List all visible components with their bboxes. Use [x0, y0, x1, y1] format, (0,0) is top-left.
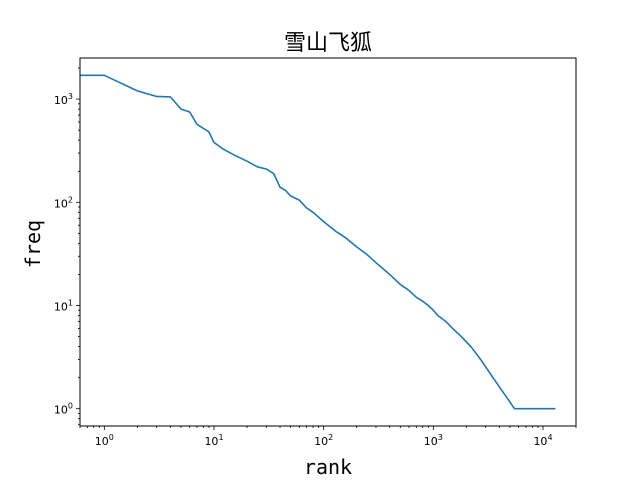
x-tick-label: 100 [95, 433, 114, 448]
x-tick-label: 102 [314, 433, 333, 448]
x-tick-label: 101 [204, 433, 223, 448]
series-line-0 [80, 74, 556, 410]
axes-frame [79, 57, 577, 427]
y-axis: 100 101 102 103 [54, 67, 80, 426]
x-axis-label: rank [304, 455, 352, 479]
y-tick-label: 100 [54, 402, 73, 417]
y-tick-label: 101 [54, 298, 73, 313]
x-axis: 100 101 102 103 104 [79, 426, 577, 448]
x-tick-label: 104 [533, 433, 552, 448]
plot-area [79, 57, 577, 427]
x-tick-label: 103 [424, 433, 443, 448]
y-tick-label: 102 [54, 195, 73, 210]
chart-title: 雪山飞狐 [284, 31, 372, 56]
y-tick-label: 103 [54, 92, 73, 107]
y-axis-label: freq [21, 220, 45, 268]
